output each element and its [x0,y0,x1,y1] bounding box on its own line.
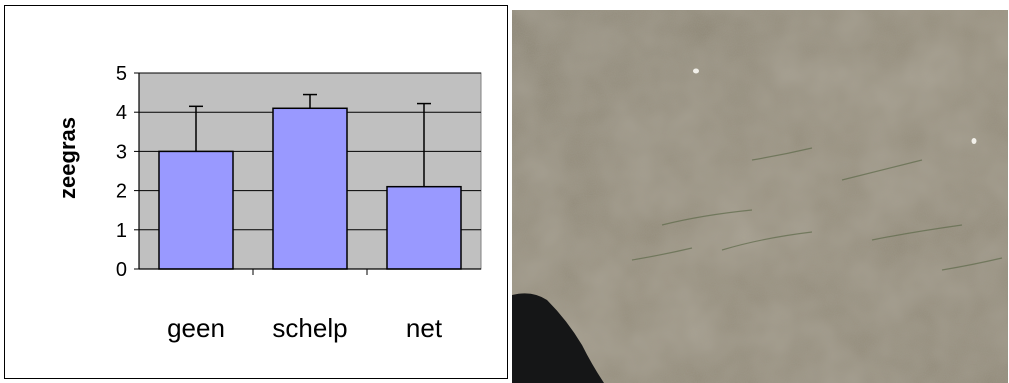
chart-panel: 0 1 2 3 4 5 geen schelp net zeegras [4,5,508,379]
bar-schelp [272,107,348,270]
y-tick-label: 0 [116,259,127,281]
tick-labels: 0 1 2 3 4 5 geen schelp net [116,63,443,343]
x-tick-label: schelp [272,313,347,343]
y-axis-title: zeegras [55,117,80,199]
y-tick-label: 4 [116,102,127,124]
y-tick-label: 1 [116,220,127,242]
axes [134,72,481,275]
bars [158,93,462,270]
bar-net [386,185,462,270]
tidal-flat-photo [512,10,1008,383]
x-tick-label: geen [167,313,225,343]
y-tick-label: 2 [116,181,127,203]
shell-fragments [693,68,977,144]
shadow [512,293,604,383]
y-tick-label: 5 [116,63,127,85]
x-tick-label: net [406,313,443,343]
photo-image [512,10,1008,383]
bar-geen [158,150,234,270]
seagrass-blades [631,147,1003,271]
y-tick-label: 3 [116,141,127,163]
sand-grain [512,10,1008,383]
bar-chart: 0 1 2 3 4 5 geen schelp net zeegras [55,63,482,343]
